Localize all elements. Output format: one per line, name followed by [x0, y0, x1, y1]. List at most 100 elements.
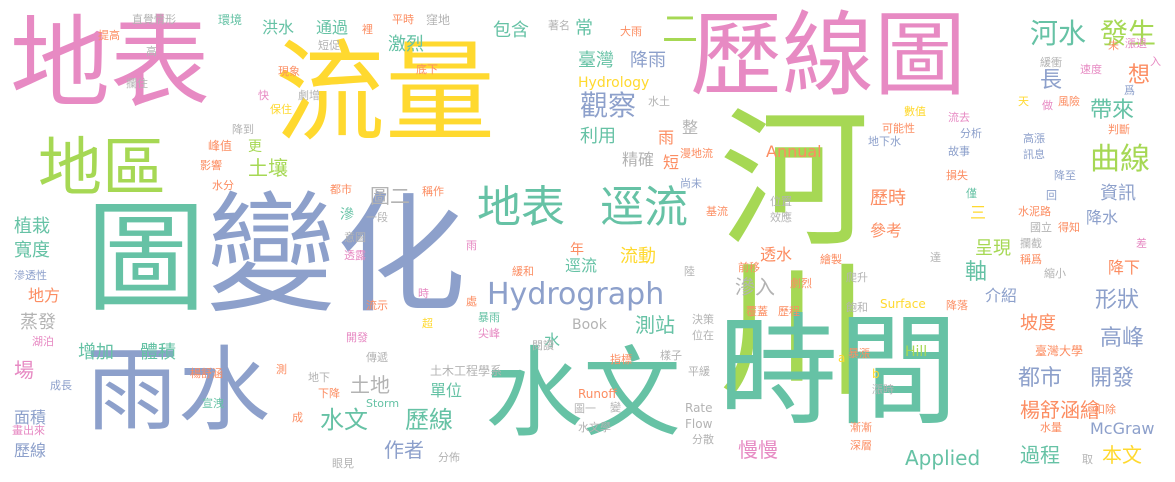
- word: 畫出來: [12, 424, 45, 437]
- word: 地表: [10, 5, 210, 122]
- word: 快: [258, 89, 269, 102]
- word: 高: [146, 45, 157, 58]
- word: 觀察: [580, 89, 637, 122]
- word: 資訊: [1100, 183, 1136, 204]
- word: 地下水: [868, 135, 901, 148]
- word: 高漲: [1023, 132, 1045, 145]
- word: 成長: [50, 379, 72, 392]
- word: 時間: [718, 303, 958, 442]
- word: 未: [1108, 39, 1119, 52]
- word: 流去: [948, 111, 970, 124]
- word: 得知: [1058, 221, 1080, 234]
- word: 水分: [212, 179, 234, 192]
- word: 體積: [140, 342, 176, 363]
- word: 時: [418, 287, 429, 300]
- word: 縮小: [1044, 267, 1066, 280]
- word: 坡度: [1020, 313, 1056, 334]
- word: 分佈: [438, 451, 460, 464]
- word: 高峰: [1100, 326, 1145, 351]
- word: Flow: [685, 417, 713, 431]
- word: 圖二: [370, 184, 410, 208]
- word: 短: [663, 153, 680, 172]
- word: 平緩: [688, 365, 710, 378]
- word: 透露: [344, 249, 366, 262]
- word: 臺灣大學: [1035, 344, 1084, 358]
- word: 包含: [493, 20, 529, 41]
- word: 滲透性: [14, 269, 47, 282]
- word: 河川: [694, 100, 868, 400]
- word: 降雨: [630, 50, 666, 71]
- word: 攔住: [126, 77, 148, 90]
- word: 覆蓋: [746, 305, 768, 318]
- word: 暴漲: [848, 347, 870, 360]
- word: 歷線: [14, 441, 47, 460]
- word: 尖峰: [478, 327, 500, 340]
- word: 二: [656, 10, 697, 46]
- word: 宣洩: [202, 397, 224, 410]
- word: Applied: [905, 446, 981, 470]
- word: 水泥路: [1018, 205, 1051, 218]
- word: 陸: [684, 265, 695, 278]
- word: 雨水: [86, 337, 271, 444]
- word: 速度: [1080, 63, 1102, 76]
- word: 漫地流: [680, 147, 713, 160]
- word: 水文: [485, 337, 682, 451]
- word: 三: [970, 203, 987, 222]
- word: 滲: [340, 207, 354, 223]
- word: 水: [544, 331, 561, 350]
- word: 漸漸: [850, 421, 872, 434]
- word: 入: [1150, 55, 1161, 68]
- word: 呈現: [975, 238, 1011, 259]
- word: 爬升: [846, 271, 868, 284]
- word: 做: [1042, 99, 1053, 112]
- word: 下降: [318, 387, 340, 400]
- word: 爲: [1124, 84, 1135, 97]
- word: 歷時: [870, 188, 906, 209]
- word: 傳遞: [366, 351, 388, 364]
- word: 僅: [966, 187, 977, 200]
- word: 水文: [320, 406, 368, 434]
- word: 面積: [14, 408, 47, 427]
- word: Surface: [880, 297, 926, 311]
- word: 扣除: [1094, 403, 1116, 416]
- word: 地下: [308, 371, 330, 384]
- word: 著名: [548, 19, 570, 32]
- word: 暴雨: [478, 311, 500, 324]
- word: 尚未: [680, 177, 702, 190]
- word: Storm: [366, 397, 400, 410]
- word: 指標: [610, 353, 632, 366]
- word: 植栽: [14, 216, 50, 237]
- word: 底下: [416, 63, 438, 76]
- word: 水土: [648, 95, 670, 108]
- word: 洪水: [262, 18, 295, 37]
- word: 分散: [692, 433, 714, 446]
- word: 環境: [218, 13, 243, 27]
- word: 稱作: [422, 185, 444, 198]
- word: 直覺情形: [132, 13, 176, 26]
- word: 歷程: [778, 305, 800, 318]
- word: 地表: [477, 182, 565, 233]
- word: 土地: [350, 373, 390, 397]
- word: 劇增: [298, 89, 320, 102]
- word: 寬度: [14, 240, 50, 261]
- word: 緩和: [512, 265, 534, 278]
- word: Hydrology: [578, 75, 650, 91]
- word: 土壤: [248, 156, 288, 180]
- word: 楊舒涵繪: [1020, 398, 1100, 422]
- word: 效應: [770, 211, 792, 224]
- word: 樣子: [660, 349, 682, 362]
- word: 測: [276, 363, 287, 376]
- word: 超: [422, 317, 433, 330]
- word: 天: [1018, 95, 1029, 108]
- word: 變化: [206, 179, 467, 331]
- word: 分析: [960, 127, 982, 140]
- word: 決策: [692, 313, 714, 326]
- word: 基流: [706, 205, 728, 218]
- word: 歷線: [405, 406, 453, 434]
- word: 位置: [770, 195, 792, 208]
- word: 水文學: [578, 421, 611, 434]
- word: 達: [930, 251, 941, 264]
- word: 劇烈: [790, 277, 812, 290]
- word: 都市: [330, 183, 352, 196]
